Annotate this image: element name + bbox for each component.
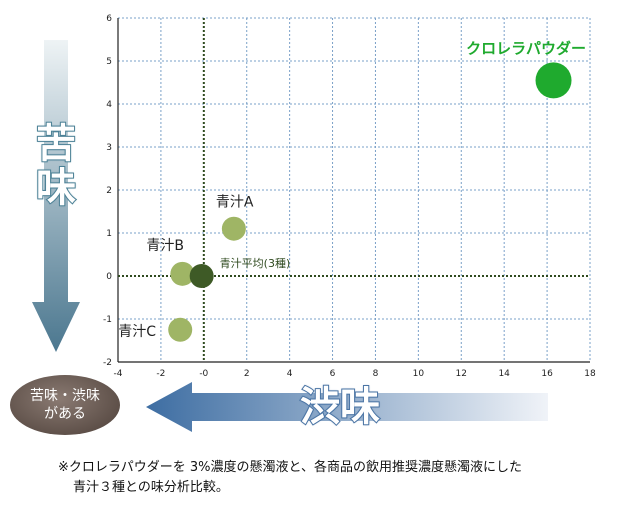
badge-line-2: がある bbox=[44, 406, 86, 422]
x-tick-label: 16 bbox=[541, 369, 553, 379]
data-point bbox=[535, 62, 572, 99]
x-tick-label: -4 bbox=[114, 369, 123, 379]
x-tick-label: 10 bbox=[413, 369, 425, 379]
y-tick-label: 2 bbox=[106, 186, 112, 196]
x-tick-label: 8 bbox=[373, 369, 379, 379]
data-point bbox=[221, 216, 246, 241]
x-tick-label: 4 bbox=[287, 369, 293, 379]
x-tick-label: -0 bbox=[199, 369, 208, 379]
y-tick-label: 3 bbox=[106, 143, 112, 153]
x-tick-label: 6 bbox=[330, 369, 336, 379]
data-point-label: 青汁C bbox=[118, 324, 156, 340]
data-point-label: クロレラパウダー bbox=[466, 39, 586, 57]
astringency-axis-label: 渋味 bbox=[299, 384, 381, 430]
bitterness-char-2: 味 bbox=[35, 165, 77, 211]
x-tick-label: 2 bbox=[244, 369, 250, 379]
bitterness-arrow bbox=[32, 40, 80, 352]
x-tick-label: 12 bbox=[456, 369, 467, 379]
y-tick-label: -1 bbox=[103, 315, 112, 325]
footnote-line-2: 青汁３種との味分析比較。 bbox=[73, 480, 229, 495]
point-layer bbox=[168, 62, 572, 342]
badge-line-1: 苦味・渋味 bbox=[30, 388, 100, 404]
axis-layer bbox=[117, 18, 590, 363]
bitterness-char-1: 苦 bbox=[35, 121, 77, 167]
data-point bbox=[189, 264, 214, 288]
footnote-line-1: ※クロレラパウダーを 3%濃度の懸濁液と、各商品の飲用推奨濃度懸濁液にした bbox=[58, 460, 522, 475]
grid-layer bbox=[117, 17, 591, 363]
y-tick-label: -2 bbox=[103, 358, 112, 368]
data-point-label: 青汁平均(3種) bbox=[220, 256, 291, 270]
data-point-label: 青汁B bbox=[146, 238, 184, 254]
x-tick-label: 14 bbox=[498, 369, 510, 379]
x-tick-label: 18 bbox=[584, 369, 596, 379]
data-point-label: 青汁A bbox=[216, 195, 254, 211]
data-point bbox=[170, 261, 195, 286]
footnote: ※クロレラパウダーを 3%濃度の懸濁液と、各商品の飲用推奨濃度懸濁液にした 青汁… bbox=[58, 458, 522, 498]
x-tick-label: -2 bbox=[156, 369, 165, 379]
data-point bbox=[168, 317, 193, 342]
astringency-arrow bbox=[146, 382, 548, 432]
bitter-astringent-badge: 苦味・渋味 がある bbox=[10, 375, 120, 435]
y-tick-label: 4 bbox=[106, 100, 112, 110]
y-tick-label: 6 bbox=[106, 14, 112, 24]
y-tick-label: 1 bbox=[106, 229, 112, 239]
y-tick-label: 0 bbox=[106, 272, 112, 282]
bitterness-axis-label: 苦 味 bbox=[35, 121, 77, 211]
y-tick-label: 5 bbox=[106, 57, 112, 67]
